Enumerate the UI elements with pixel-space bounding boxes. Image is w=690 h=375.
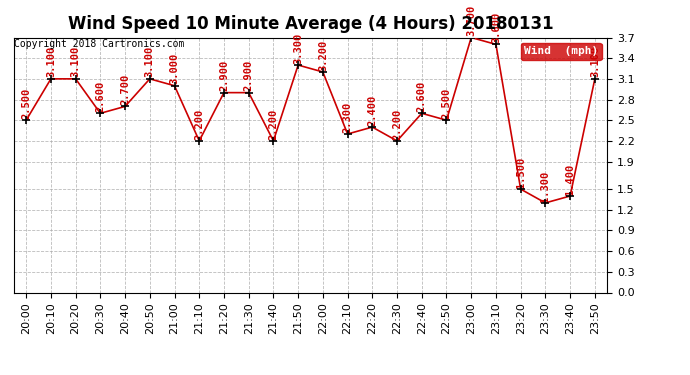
- Text: 2.600: 2.600: [95, 81, 106, 112]
- Text: 2.600: 2.600: [417, 81, 426, 112]
- Text: 3.100: 3.100: [145, 46, 155, 78]
- Text: 2.700: 2.700: [120, 74, 130, 105]
- Text: 2.300: 2.300: [343, 101, 353, 133]
- Text: 2.400: 2.400: [367, 94, 377, 126]
- Text: 3.200: 3.200: [318, 39, 328, 70]
- Text: 3.000: 3.000: [170, 53, 179, 84]
- Text: 3.100: 3.100: [590, 46, 600, 78]
- Text: 2.200: 2.200: [195, 108, 204, 140]
- Text: Copyright 2018 Cartronics.com: Copyright 2018 Cartronics.com: [14, 39, 184, 50]
- Text: 3.700: 3.700: [466, 5, 476, 36]
- Text: 1.500: 1.500: [515, 156, 526, 188]
- Text: 3.100: 3.100: [46, 46, 56, 78]
- Text: 3.300: 3.300: [293, 33, 303, 64]
- Text: 1.300: 1.300: [540, 170, 551, 201]
- Text: 3.100: 3.100: [70, 46, 81, 78]
- Text: 1.400: 1.400: [565, 164, 575, 195]
- Text: 2.900: 2.900: [219, 60, 229, 91]
- Text: 2.500: 2.500: [21, 88, 31, 119]
- Text: 2.900: 2.900: [244, 60, 254, 91]
- Legend: Wind  (mph): Wind (mph): [521, 43, 602, 60]
- Title: Wind Speed 10 Minute Average (4 Hours) 20180131: Wind Speed 10 Minute Average (4 Hours) 2…: [68, 15, 553, 33]
- Text: 3.600: 3.600: [491, 12, 501, 43]
- Text: 2.500: 2.500: [442, 88, 451, 119]
- Text: 2.200: 2.200: [268, 108, 278, 140]
- Text: 2.200: 2.200: [392, 108, 402, 140]
